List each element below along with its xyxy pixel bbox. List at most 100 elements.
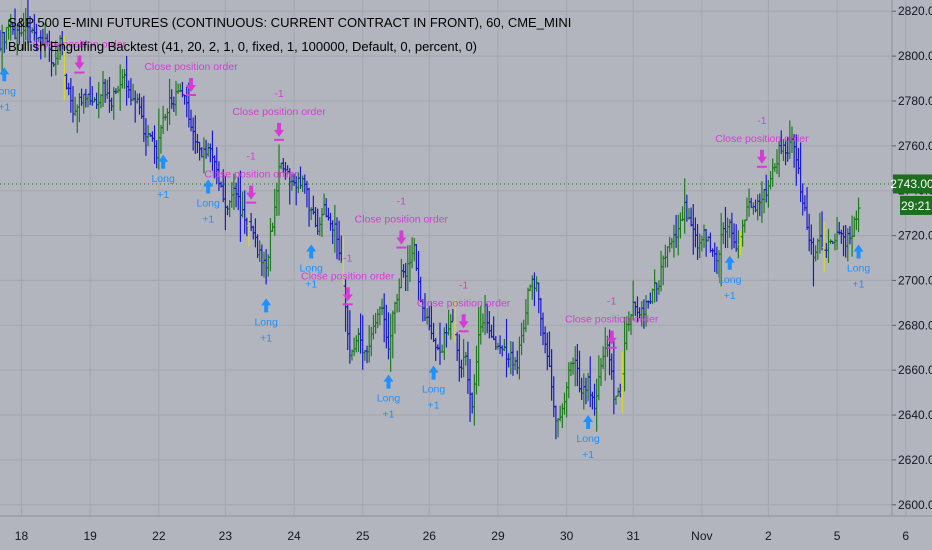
long-entry-signal[interactable]: Long +1 [422,365,446,412]
long-signal-qty: +1 [582,449,594,461]
long-entry-signal[interactable]: Long +1 [377,374,401,421]
price-tick-label: 2680.00 [898,318,932,332]
exit-order-label: Close position order [301,270,395,282]
time-tick-label: 19 [83,529,97,543]
long-entry-signal[interactable]: Long +1 [151,154,175,201]
exit-order-label: Close position order [355,214,449,226]
exit-order-label: Close position order [715,133,809,145]
long-signal-qty: +1 [853,279,865,291]
long-signal-qty: +1 [305,279,317,291]
long-entry-signal[interactable]: Long +1 [300,244,324,291]
time-tick-label: 23 [219,529,233,543]
long-signal-label: Long [300,263,324,275]
long-arrow-icon [428,365,439,380]
long-signal-qty: +1 [260,332,272,344]
long-arrow-icon [853,244,864,259]
long-signal-label: Long [151,173,175,185]
exit-order-label: Close position order [565,314,659,326]
time-tick-label: 26 [423,529,437,543]
exit-order-qty: -1 [246,151,255,163]
exit-order-signal[interactable]: Close position order -1 [301,252,395,306]
long-entry-signal[interactable]: Long +1 [847,244,871,291]
time-tick-label: 25 [356,529,370,543]
long-arrow-icon [158,154,169,169]
time-tick-label: 22 [152,529,166,543]
long-entry-signal[interactable]: Long +1 [197,179,221,225]
long-signal-label: Long [576,433,600,445]
price-tick-label: 2780.00 [898,94,932,108]
exit-order-signal[interactable]: Close position order -1 [565,296,659,349]
time-tick-label: Nov [691,529,712,543]
last-price-box [893,174,932,194]
long-arrow-icon [583,415,594,430]
long-signal-label: Long [422,384,446,396]
trade-signals[interactable]: Long +1 Long +1 Long +1 Long +1 Long +1 Long +1 Long… [0,39,870,461]
long-arrow-icon [724,255,735,270]
long-arrow-icon [306,244,317,259]
long-signal-label: Long [0,85,16,97]
long-signal-qty: +1 [428,400,440,412]
countdown-box [900,195,932,215]
exit-order-signal[interactable]: Close position order -1 [204,151,298,204]
exit-arrow-icon [458,314,469,329]
long-entry-signal[interactable]: Long +1 [254,298,278,344]
time-tick-label: 30 [560,529,574,543]
exit-arrow-icon [342,287,353,302]
grid-lines [0,0,907,516]
time-tick-label: 18 [15,529,29,543]
time-tick-label: 2 [765,529,772,543]
ohlc-bar[interactable] [856,197,861,233]
exit-order-qty: -1 [274,88,283,100]
exit-order-label: Close position order [33,39,127,51]
exit-order-label: Close position order [204,169,298,181]
exit-order-qty: -1 [343,252,352,264]
exit-order-qty: -1 [757,115,766,127]
long-signal-label: Long [847,263,871,275]
price-tick-label: 2600.00 [898,498,932,512]
long-entry-signal[interactable]: Long +1 [0,67,16,113]
price-tick-label: 2620.00 [898,453,932,467]
strategy-legend[interactable]: Bullish Engulfing Backtest (41, 20, 2, 1… [8,39,477,54]
exit-order-signal[interactable]: Close position order [33,39,127,74]
exit-order-label: Close position order [232,106,326,118]
price-tick-label: 2640.00 [898,408,932,422]
long-arrow-icon [261,298,272,313]
long-entry-signal[interactable]: Long +1 [576,415,600,461]
price-tick-label: 2820.00 [898,4,932,18]
axes [0,0,932,517]
price-tick-label: 2660.00 [898,363,932,377]
exit-arrow-icon [186,77,197,92]
long-signal-label: Long [254,316,278,328]
time-tick-label: 5 [834,529,841,543]
long-entry-signal[interactable]: Long +1 [718,255,742,302]
long-arrow-icon [0,67,10,82]
long-signal-qty: +1 [724,290,736,302]
time-tick-label: 6 [902,529,909,543]
exit-arrow-icon [606,330,617,345]
time-tick-label: 29 [491,529,505,543]
exit-order-signal[interactable]: Close position order -1 [715,115,809,168]
exit-order-label: Close position order [144,61,238,73]
exit-order-signal[interactable]: Close position order -1 [417,279,511,333]
price-tick-label: 2720.00 [898,229,932,243]
exit-order-qty: -1 [607,296,616,308]
exit-order-signal[interactable]: Close position order -1 [232,88,326,141]
ohlc-bars[interactable] [0,0,861,440]
long-signal-qty: +1 [157,189,169,201]
exit-order-label: Close position order [417,297,511,309]
price-tick-label: 2760.00 [898,139,932,153]
price-tick-label: 2700.00 [898,273,932,287]
long-arrow-icon [203,179,214,194]
exit-order-signal[interactable]: Close position order [144,61,238,96]
long-signal-qty: +1 [202,213,214,225]
exit-order-signal[interactable]: Close position order -1 [355,196,449,249]
exit-order-qty: -1 [397,196,406,208]
long-signal-qty: +1 [382,409,394,421]
exit-arrow-icon [396,230,407,245]
long-signal-qty: +1 [0,101,10,113]
long-signal-label: Long [197,197,221,209]
time-axis[interactable]: 18 19 22 23 24 25 26 29 30 31 Nov 2 5 6 [15,529,910,543]
